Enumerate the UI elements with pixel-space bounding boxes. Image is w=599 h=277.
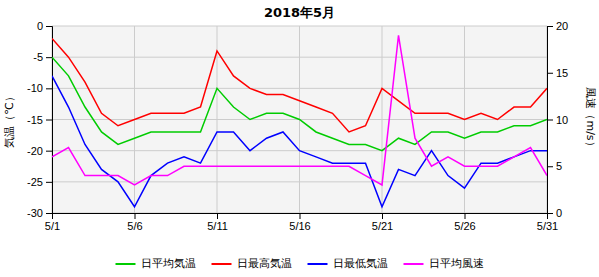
legend-item: 日平均風速 [404,257,484,270]
tick: 5/26 [454,213,475,232]
tick-mark [217,213,218,219]
legend-item: 日最高気温 [212,257,292,270]
legend-label: 日最高気温 [237,257,292,270]
legend-swatch [116,263,136,265]
tick-label: -30 [27,207,43,219]
grid-line [52,26,547,27]
tick: -15 [27,114,52,126]
tick-mark [547,26,553,27]
tick-label: -10 [27,82,43,94]
tick: -25 [27,176,52,188]
legend-swatch [404,263,424,265]
grid-line [52,88,547,89]
tick-mark [46,57,52,58]
tick-label: 5/16 [289,220,310,232]
tick: 5/1 [45,213,60,232]
axis-line [548,27,554,214]
legend-label: 日平均風速 [429,257,484,270]
legend-label: 日平均気温 [141,257,196,270]
tick: -20 [27,145,52,157]
tick-label: 5/11 [207,220,228,232]
legend: 日平均気温 日最高気温 日最低気温 日平均風速 [116,257,484,270]
legend-swatch [212,263,232,265]
legend-label: 日最低気温 [333,257,388,270]
tick-mark [300,213,301,219]
tick-label: 10 [556,114,568,126]
tick-mark [547,73,553,74]
plot-background [52,26,547,213]
tick-label: 5/31 [537,220,558,232]
tick: 5 [547,160,562,172]
tick-mark [547,166,553,167]
tick-label: -5 [33,51,43,63]
tick-label: 5/21 [372,220,393,232]
series-line [52,76,547,207]
tick-mark [46,213,52,214]
tick: 10 [547,114,568,126]
tick-label: 5/1 [45,220,60,232]
axis-line [53,214,548,220]
tick-mark [465,213,466,219]
plot-area: 5/15/65/115/165/215/265/310-5-10-15-20-2… [27,20,568,232]
tick: -5 [33,51,52,63]
tick-mark [46,151,52,152]
legend-item: 日最低気温 [308,257,388,270]
series-lines [52,35,547,206]
tick-mark [46,120,52,121]
legend-swatch [308,263,328,265]
tick: 0 [37,20,52,32]
tick: 20 [547,20,568,32]
tick-label: 5/6 [127,220,142,232]
tick-mark [135,213,136,219]
tick: 5/6 [127,213,142,232]
tick: -10 [27,82,52,94]
legend-item: 日平均気温 [116,257,196,270]
tick: 5/11 [207,213,228,232]
series-line [52,38,547,132]
tick-mark [382,213,383,219]
tick-label: 20 [556,20,568,32]
tick: 15 [547,67,568,79]
tick-label: -15 [27,114,43,126]
tick: 5/31 [537,213,558,232]
tick: -30 [27,207,52,219]
y-axis-title: 気温（℃） [3,91,16,147]
y-axis: 0 -5 -10 -15 -20 -25 -30 [27,20,52,219]
tick-label: 0 [37,20,43,32]
tick-mark [46,88,52,89]
tick: 5/21 [372,213,393,232]
tick-label: 5 [556,160,562,172]
tick-mark [547,213,553,214]
tick-label: 15 [556,67,568,79]
series-line [52,35,547,185]
title: 2018年5月 [264,5,335,20]
tick-label: -25 [27,176,43,188]
tick-mark [46,182,52,183]
tick-label: -20 [27,145,43,157]
grid-line [52,181,547,182]
y2-axis-title: 風速（m/s） [584,87,597,151]
y2-axis: 0 5 10 15 20 [547,20,568,219]
axis-line [46,27,53,214]
tick-label: 5/26 [454,220,475,232]
tick-mark [547,120,553,121]
series-line [52,57,547,150]
x-axis: 5/1 5/6 5/11 5/16 5/21 5/26 5/31 [45,213,558,232]
tick: 5/16 [289,213,310,232]
grid-line [52,57,547,58]
grid [52,26,547,213]
tick-label: 0 [556,207,562,219]
tick: 0 [547,207,562,219]
chart: 5/15/65/115/165/215/265/310-5-10-15-20-2… [0,0,599,277]
tick-mark [46,26,52,27]
